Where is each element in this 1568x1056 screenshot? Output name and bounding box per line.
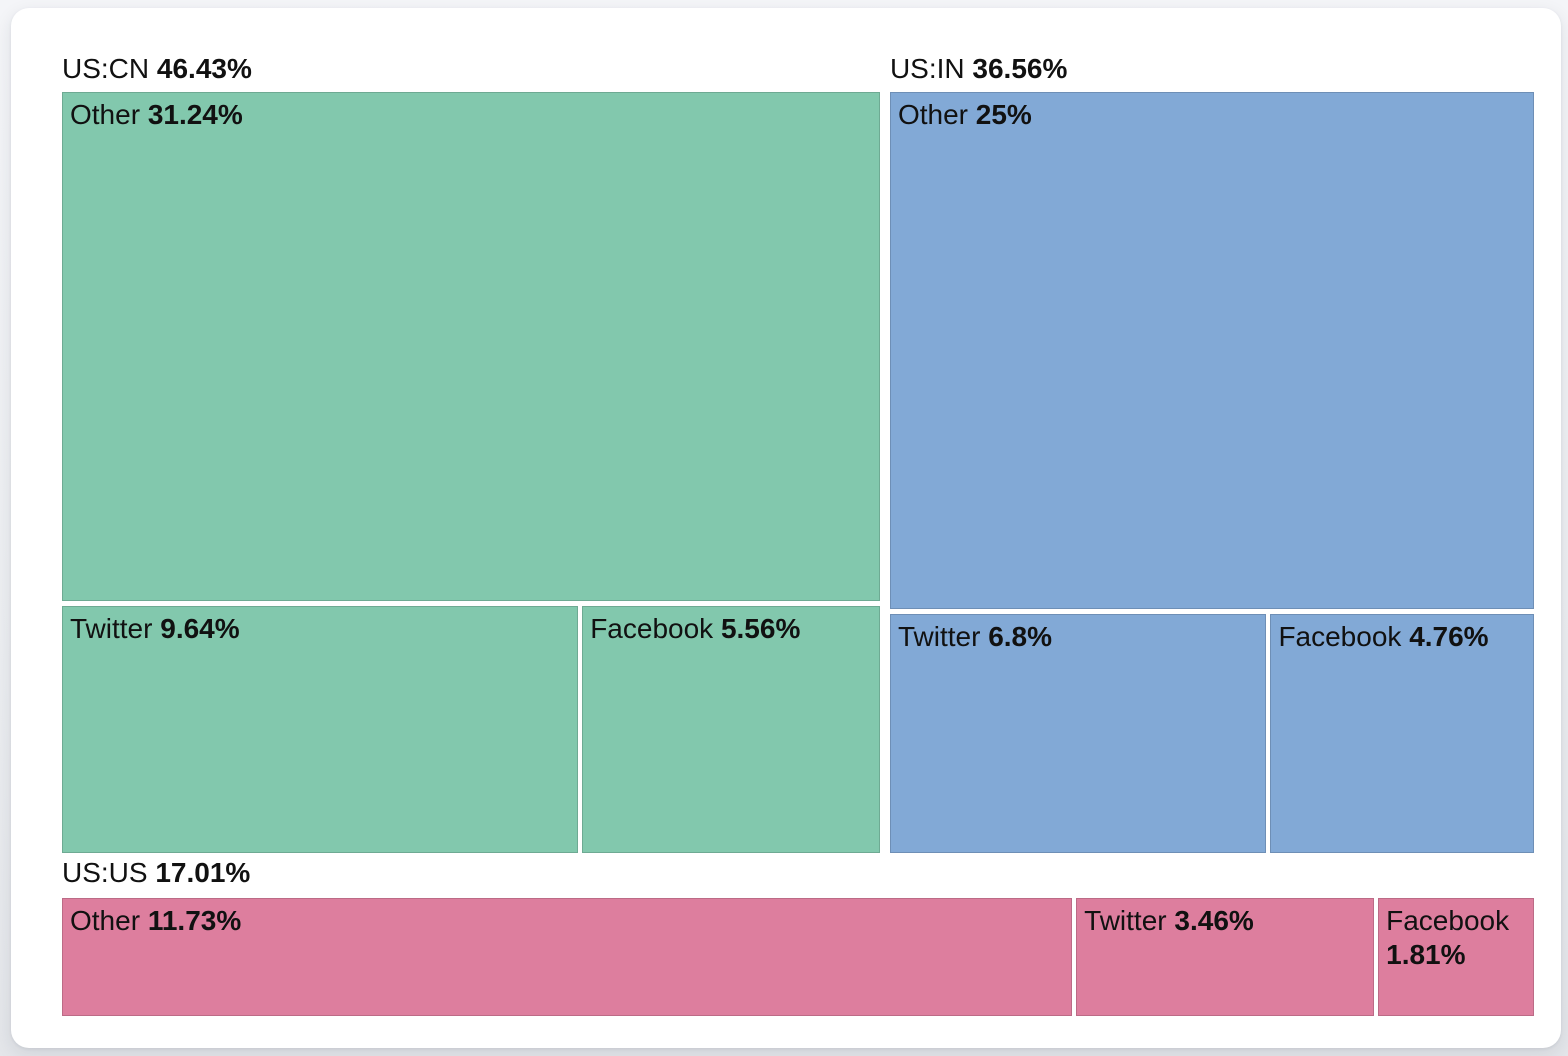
- cell-value: 3.46%: [1174, 905, 1254, 936]
- cell-value: 31.24%: [147, 99, 243, 130]
- treemap-chart: US:CN 46.43% Other 31.24% Twitter 9.64% Fac…: [11, 8, 1561, 1048]
- cell-value: 25%: [975, 99, 1032, 130]
- treemap-cell-us-cn-facebook[interactable]: Facebook 5.56%: [582, 605, 880, 853]
- cell-value: 6.8%: [988, 620, 1053, 652]
- group-value: 17.01%: [155, 857, 251, 888]
- cell-value: 1.81%: [1386, 939, 1466, 971]
- cell-value: 9.64%: [160, 612, 240, 644]
- group-header-us-us[interactable]: US:US 17.01%: [62, 856, 250, 890]
- group-name: US:CN: [62, 53, 150, 84]
- cell-name: Other: [70, 905, 141, 936]
- group-value: 36.56%: [972, 53, 1068, 84]
- group-header-us-cn[interactable]: US:CN 46.43%: [62, 52, 252, 86]
- group-name: US:US: [62, 857, 148, 888]
- cell-name: Other: [897, 99, 968, 130]
- cell-value: 11.73%: [147, 905, 242, 936]
- cell-name: Facebook: [1278, 620, 1402, 652]
- cell-name: Twitter: [1084, 905, 1167, 936]
- treemap-cell-us-in-twitter[interactable]: Twitter 6.8%: [889, 613, 1267, 853]
- treemap-cell-us-in-other[interactable]: Other 25%: [889, 92, 1534, 609]
- group-header-us-in[interactable]: US:IN 36.56%: [890, 52, 1067, 86]
- treemap-cell-us-in-facebook[interactable]: Facebook 4.76%: [1270, 613, 1534, 853]
- group-name: US:IN: [889, 53, 965, 84]
- treemap-cell-us-cn-twitter[interactable]: Twitter 9.64%: [62, 605, 579, 853]
- cell-value: 4.76%: [1409, 620, 1489, 652]
- cell-name: Twitter: [70, 612, 153, 644]
- cell-name: Facebook: [1386, 905, 1510, 936]
- treemap-cell-us-cn-other[interactable]: Other 31.24%: [62, 92, 880, 601]
- treemap-cell-us-us-other[interactable]: Other 11.73%: [62, 898, 1073, 1016]
- cell-name: Other: [70, 99, 141, 130]
- group-value: 46.43%: [156, 53, 252, 84]
- cell-name: Facebook: [590, 612, 714, 644]
- treemap-cell-us-us-facebook[interactable]: Facebook 1.81%: [1378, 898, 1534, 1016]
- cell-value: 5.56%: [720, 612, 801, 644]
- treemap-cell-us-us-twitter[interactable]: Twitter 3.46%: [1076, 898, 1375, 1016]
- chart-card: US:CN 46.43% Other 31.24% Twitter 9.64% Fac…: [11, 8, 1561, 1048]
- cell-name: Twitter: [897, 620, 981, 652]
